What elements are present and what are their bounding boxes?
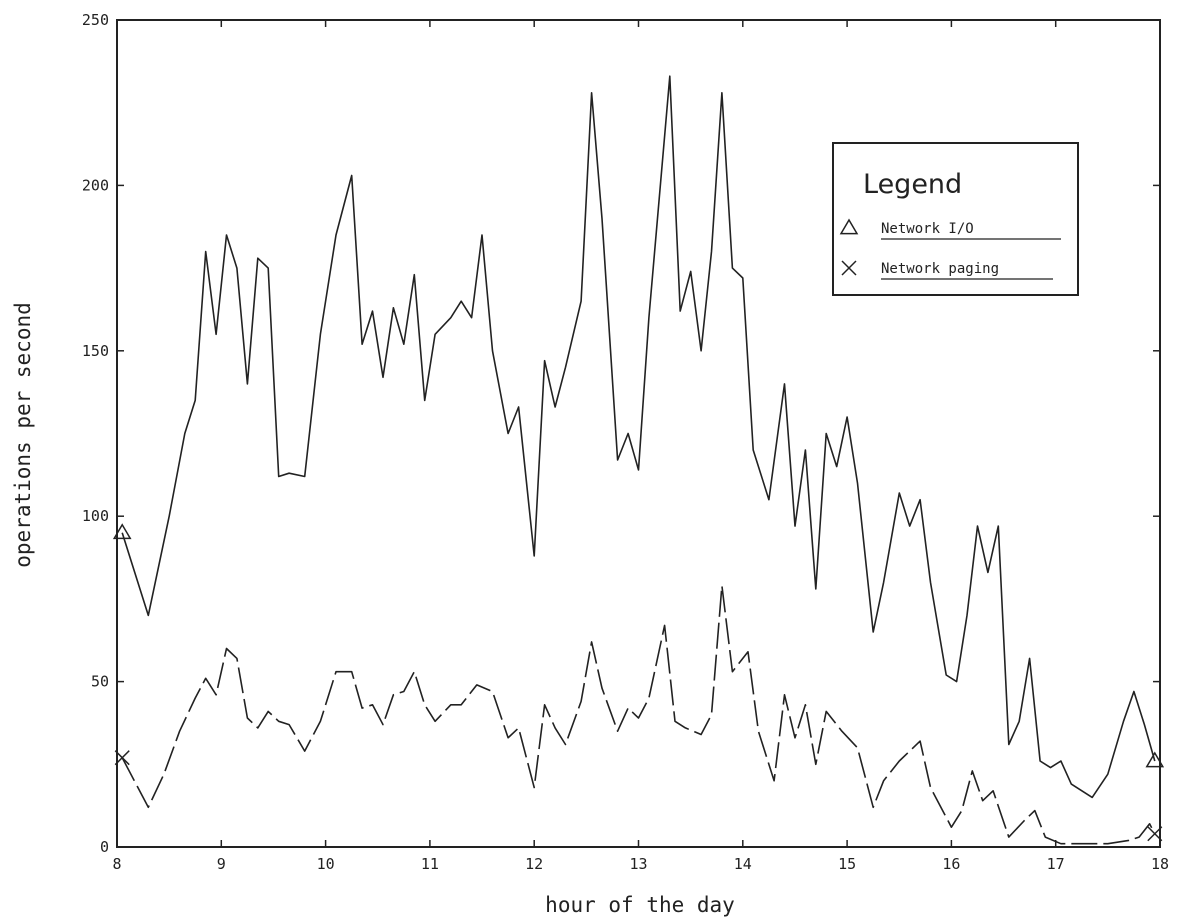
x-tick-label: 12: [525, 855, 543, 873]
x-tick-label: 17: [1047, 855, 1065, 873]
legend-entry-label: Network I/O: [881, 221, 974, 237]
y-axis-title: operations per second: [11, 302, 35, 568]
legend-marker-triangle: [839, 218, 859, 235]
x-tick-label: 18: [1151, 855, 1169, 873]
legend-box: [832, 142, 1079, 296]
series-layer: [112, 75, 1165, 845]
x-tick-label: 16: [942, 855, 960, 873]
x-tick-label: 11: [421, 855, 439, 873]
y-tick-label: 200: [82, 176, 109, 194]
series-line-network-io: [121, 75, 1156, 799]
y-axis: 0 50 100 150 200 250: [82, 11, 1160, 856]
legend-entry-label: Network paging: [881, 261, 999, 277]
y-tick-label: 100: [82, 507, 109, 525]
x-axis: 8 9 10 11 12 13 14 15 16 17 18: [112, 20, 1169, 873]
x-tick-label: 10: [317, 855, 335, 873]
series-marker-end: [1147, 826, 1163, 842]
y-tick-label: 0: [100, 838, 109, 856]
y-tick-label: 50: [91, 673, 109, 691]
series-marker-end: [1145, 751, 1165, 768]
legend-title: Legend: [863, 169, 962, 200]
series-marker-start: [112, 523, 132, 540]
legend: Legend Network I/O Network paging: [832, 142, 1079, 296]
y-tick-label: 150: [82, 342, 109, 360]
x-axis-title: hour of the day: [545, 893, 735, 917]
series-marker-start: [114, 750, 130, 766]
x-tick-label: 8: [112, 855, 121, 873]
x-tick-label: 14: [734, 855, 752, 873]
x-tick-label: 9: [217, 855, 226, 873]
y-tick-label: 250: [82, 11, 109, 29]
series-line-network-paging: [121, 584, 1156, 845]
x-tick-label: 13: [629, 855, 647, 873]
legend-marker-cross: [841, 260, 857, 276]
x-tick-label: 15: [838, 855, 856, 873]
